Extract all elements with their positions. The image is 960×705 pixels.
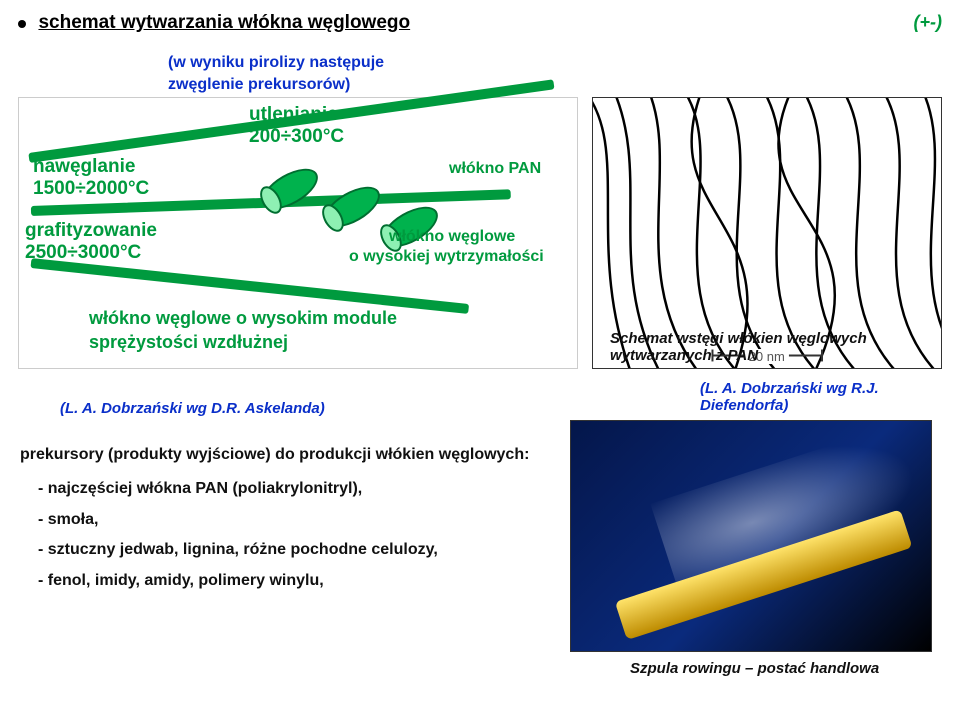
label-naweglenie: nawęglanie [33,156,135,178]
precursor-heading: prekursory (produkty wyjściowe) do produ… [20,440,529,470]
label-utlenianie-temp: 200÷300°C [249,126,344,148]
list-item: smoła, [38,505,529,535]
title-row: schemat wytwarzania włókna węglowego (+-… [18,12,942,34]
roving-spool-photo [570,420,932,652]
label-wytrz: o wysokiej wytrzymałości [349,248,544,266]
page-title: schemat wytwarzania włókna węglowego [18,12,410,34]
spool-caption: Szpula rowingu – postać handlowa [630,660,879,677]
label-weglowe: włókno węglowe [389,228,515,246]
label-naweglenie-temp: 1500÷2000°C [33,178,149,200]
precursor-items: najczęściej włókna PAN (poliakrylonitryl… [38,474,529,596]
micrograph-source: (L. A. Dobrzański wg R.J. Diefendorfa) [700,380,960,414]
label-utlenianie: utlenianie [249,104,338,126]
subtitle-line-2: zwęglenie prekursorów) [168,76,350,93]
micrograph-caption-1: Schemat wstęgi włókien węglowych [610,330,867,347]
label-modul-1: włókno węglowe o wysokim module [89,308,397,329]
plus-minus-label: (+-) [914,12,943,33]
list-item: fenol, imidy, amidy, polimery winylu, [38,566,529,596]
label-pan: włókno PAN [449,160,541,178]
label-modul-2: sprężystości wzdłużnej [89,332,288,353]
subtitle: (w wyniku pirolizy następuje zwęglenie p… [168,52,942,95]
micrograph-caption-2: wytwarzanych z PAN [610,347,758,364]
micrograph-svg [593,98,941,368]
subtitle-line-1: (w wyniku pirolizy następuje [168,54,384,71]
bullet-icon [18,20,26,28]
page: schemat wytwarzania włókna węglowego (+-… [0,0,960,705]
schematic-source: (L. A. Dobrzański wg D.R. Askelanda) [60,400,325,417]
list-item: najczęściej włókna PAN (poliakrylonitryl… [38,474,529,504]
figure-row: utlenianie 200÷300°C nawęglanie 1500÷200… [18,97,942,369]
precursor-list: prekursory (produkty wyjściowe) do produ… [20,440,529,596]
list-item: sztuczny jedwab, lignina, różne pochodne… [38,535,529,565]
fibre-micrograph: 20 nm [592,97,942,369]
title-text: schemat wytwarzania włókna węglowego [38,12,410,33]
label-grafity: grafityzowanie [25,220,157,242]
label-grafity-temp: 2500÷3000°C [25,242,141,264]
carbon-fibre-schematic: utlenianie 200÷300°C nawęglanie 1500÷200… [18,97,578,369]
micrograph-caption: Schemat wstęgi włókien węglowych wytwarz… [610,330,940,364]
